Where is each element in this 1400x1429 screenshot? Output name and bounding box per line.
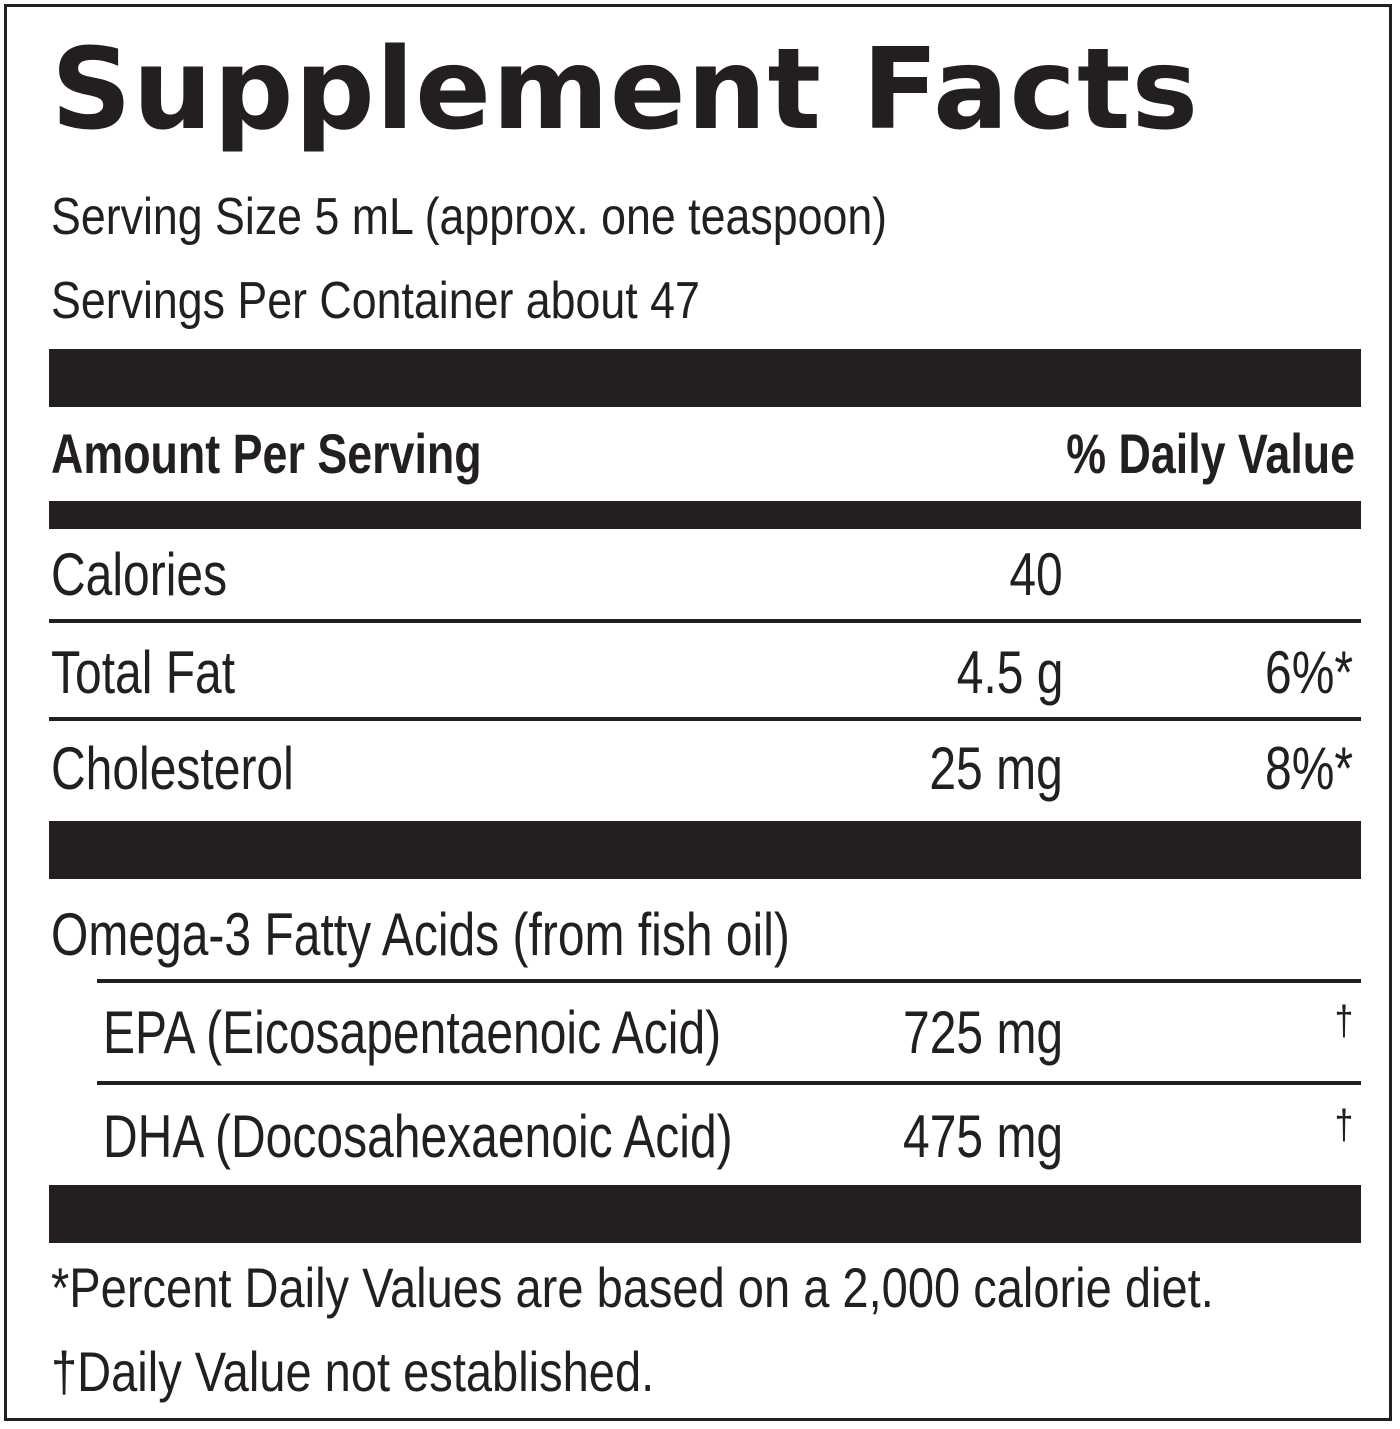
nutrient-name-total-fat: Total Fat bbox=[51, 639, 236, 706]
nutrient-name-cholesterol: Cholesterol bbox=[51, 735, 294, 802]
nutrient-name-dha: DHA (Docosahexaenoic Acid) bbox=[103, 1103, 733, 1170]
thick-divider-bottom bbox=[49, 1185, 1361, 1243]
daily-value-header: % Daily Value bbox=[1066, 422, 1355, 485]
medium-divider bbox=[49, 501, 1361, 529]
amount-per-serving-header: Amount Per Serving bbox=[51, 422, 482, 485]
nutrient-name-epa: EPA (Eicosapentaenoic Acid) bbox=[103, 999, 722, 1066]
nutrient-amount-cholesterol: 25 mg bbox=[929, 735, 1063, 802]
thick-divider-middle bbox=[49, 821, 1361, 879]
nutrient-dv-dha: † bbox=[1334, 1101, 1353, 1148]
row-divider bbox=[49, 619, 1361, 623]
row-divider bbox=[97, 1081, 1361, 1085]
footnote-percent-daily-value: *Percent Daily Values are based on a 2,0… bbox=[51, 1256, 1214, 1319]
thick-divider-top bbox=[49, 349, 1361, 407]
nutrient-dv-cholesterol: 8%* bbox=[1264, 735, 1353, 802]
nutrient-amount-total-fat: 4.5 g bbox=[956, 639, 1063, 706]
row-divider bbox=[49, 717, 1361, 721]
nutrient-dv-epa: † bbox=[1334, 997, 1353, 1044]
nutrient-amount-epa: 725 mg bbox=[902, 999, 1063, 1066]
nutrient-amount-calories: 40 bbox=[1009, 541, 1063, 608]
footnote-not-established: †Daily Value not established. bbox=[51, 1340, 655, 1403]
nutrient-dv-total-fat: 6%* bbox=[1264, 639, 1353, 706]
nutrient-amount-dha: 475 mg bbox=[902, 1103, 1063, 1170]
serving-size: Serving Size 5 mL (approx. one teaspoon) bbox=[51, 188, 888, 246]
omega-3-heading: Omega-3 Fatty Acids (from fish oil) bbox=[51, 901, 790, 968]
servings-per-container: Servings Per Container about 47 bbox=[51, 272, 700, 330]
row-divider bbox=[97, 979, 1361, 983]
panel-title: Supplement Facts bbox=[51, 25, 1200, 155]
nutrient-name-calories: Calories bbox=[51, 541, 228, 608]
supplement-facts-panel: Supplement Facts Serving Size 5 mL (appr… bbox=[4, 4, 1392, 1421]
